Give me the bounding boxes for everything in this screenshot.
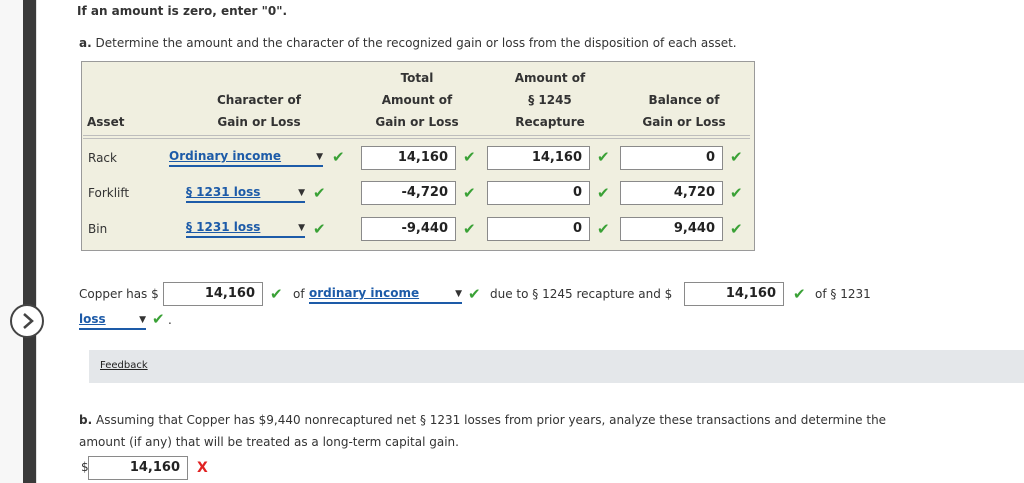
check-icon: ✔ — [730, 184, 743, 202]
balance-input-forklift[interactable]: 4,720 — [620, 181, 723, 205]
dropdown-arrow-icon: ▼ — [316, 152, 323, 162]
check-icon: ✔ — [313, 220, 326, 238]
check-icon: ✔ — [463, 148, 476, 166]
check-icon: ✔ — [597, 220, 610, 238]
chevron-right-icon — [23, 313, 34, 329]
part-b-text-line1: Assuming that Copper has $9,440 nonrecap… — [95, 413, 887, 427]
incorrect-x-icon: X — [197, 460, 208, 476]
recapture-input-rack[interactable]: 14,160 — [487, 146, 590, 170]
check-icon: ✔ — [730, 220, 743, 238]
part-b-answer-input[interactable]: 14,160 — [88, 456, 188, 480]
summary-loss-select-value: loss — [79, 312, 106, 326]
part-a-text: Determine the amount and the character o… — [95, 36, 737, 50]
check-icon: ✔ — [597, 148, 610, 166]
check-icon: ✔ — [152, 310, 165, 328]
balance-input-bin[interactable]: 9,440 — [620, 217, 723, 241]
header-total-2: Amount of — [381, 93, 453, 107]
header-character-1: Character of — [216, 93, 301, 107]
dropdown-arrow-icon: ▼ — [298, 188, 305, 198]
summary-amount-2-input[interactable]: 14,160 — [684, 282, 784, 306]
check-icon: ✔ — [463, 220, 476, 238]
check-icon: ✔ — [597, 184, 610, 202]
character-select-rack[interactable]: Ordinary income ▼ — [169, 148, 323, 167]
summary-loss-select[interactable]: loss ▼ — [79, 311, 146, 330]
header-character-2: Gain or Loss — [217, 115, 301, 129]
left-sidebar — [0, 0, 37, 483]
balance-input-rack[interactable]: 0 — [620, 146, 723, 170]
total-input-rack[interactable]: 14,160 — [361, 146, 456, 170]
check-icon: ✔ — [332, 148, 345, 166]
check-icon: ✔ — [463, 184, 476, 202]
summary-due-text: due to § 1245 recapture and $ — [490, 287, 673, 301]
instruction-text: If an amount is zero, enter "0". — [77, 4, 288, 18]
dropdown-arrow-icon: ▼ — [139, 315, 146, 325]
part-a-prefix: a. — [79, 36, 92, 50]
row-asset-rack: Rack — [88, 151, 117, 165]
check-icon: ✔ — [730, 148, 743, 166]
part-a-question: a. Determine the amount and the characte… — [79, 36, 737, 50]
header-recapture-3: Recapture — [515, 115, 585, 129]
dropdown-arrow-icon: ▼ — [455, 289, 462, 299]
dropdown-arrow-icon: ▼ — [298, 223, 305, 233]
feedback-panel — [89, 350, 1024, 383]
header-recapture-1: Amount of — [514, 71, 586, 85]
check-icon: ✔ — [270, 285, 283, 303]
recapture-input-forklift[interactable]: 0 — [487, 181, 590, 205]
check-icon: ✔ — [313, 184, 326, 202]
header-asset: Asset — [87, 115, 125, 129]
sidebar-dark-bar — [23, 0, 36, 483]
total-input-forklift[interactable]: -4,720 — [361, 181, 456, 205]
summary-character-select-value: ordinary income — [309, 286, 420, 300]
summary-period: . — [168, 313, 172, 327]
feedback-link[interactable]: Feedback — [100, 360, 148, 371]
character-select-bin[interactable]: § 1231 loss ▼ — [186, 219, 305, 238]
part-b-prefix: b. — [79, 413, 93, 427]
header-divider-2 — [83, 138, 750, 139]
header-balance-2: Gain or Loss — [642, 115, 726, 129]
character-select-bin-value: § 1231 loss — [186, 220, 261, 234]
summary-character-select[interactable]: ordinary income ▼ — [309, 285, 462, 304]
character-select-rack-value: Ordinary income — [169, 149, 282, 163]
header-divider-1 — [83, 135, 750, 136]
check-icon: ✔ — [468, 285, 481, 303]
summary-of-1231-text: of § 1231 — [815, 287, 871, 301]
next-arrow-button[interactable] — [10, 304, 44, 338]
summary-of-text: of — [293, 287, 305, 301]
part-b-text-line2: amount (if any) that will be treated as … — [79, 435, 459, 449]
total-input-bin[interactable]: -9,440 — [361, 217, 456, 241]
row-asset-forklift: Forklift — [88, 186, 130, 200]
header-total-1: Total — [400, 71, 434, 85]
header-balance-1: Balance of — [648, 93, 720, 107]
summary-amount-1-input[interactable]: 14,160 — [163, 282, 263, 306]
header-total-3: Gain or Loss — [375, 115, 459, 129]
part-b-dollar: $ — [81, 460, 89, 474]
check-icon: ✔ — [793, 285, 806, 303]
recapture-input-bin[interactable]: 0 — [487, 217, 590, 241]
character-select-forklift-value: § 1231 loss — [186, 185, 261, 199]
part-b-question-line1: b. Assuming that Copper has $9,440 nonre… — [79, 413, 886, 427]
row-asset-bin: Bin — [88, 222, 108, 236]
summary-prefix: Copper has $ — [79, 287, 159, 301]
header-recapture-2: § 1245 — [528, 93, 572, 107]
character-select-forklift[interactable]: § 1231 loss ▼ — [186, 184, 305, 203]
